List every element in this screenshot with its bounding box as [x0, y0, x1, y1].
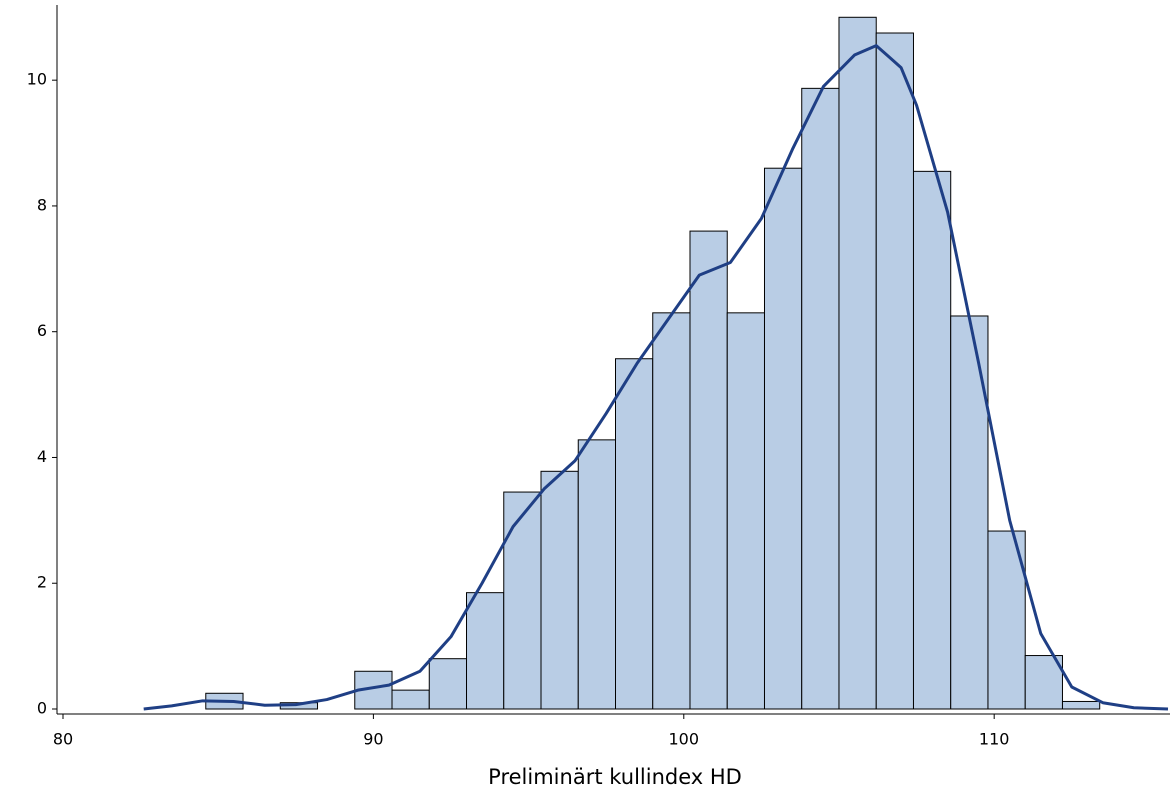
- bar: [652, 312, 691, 710]
- bar: [838, 16, 877, 710]
- bar: [801, 87, 840, 710]
- bar: [763, 167, 803, 710]
- bar: [689, 230, 728, 710]
- y-tick-label: 8: [37, 195, 47, 214]
- bar: [577, 439, 616, 710]
- x-tick-label: 100: [669, 730, 700, 749]
- bar: [987, 530, 1026, 710]
- bar: [615, 358, 654, 710]
- bar: [912, 170, 952, 710]
- bar: [726, 312, 765, 710]
- x-tick-label: 110: [979, 730, 1010, 749]
- y-tick-label: 6: [37, 321, 47, 340]
- y-tick-label: 2: [37, 573, 47, 592]
- bar: [540, 470, 579, 710]
- x-tick-label: 80: [53, 730, 73, 749]
- x-tick-label: 90: [363, 730, 383, 749]
- bar: [1024, 655, 1063, 710]
- y-tick-label: 4: [37, 447, 47, 466]
- x-axis-label: Preliminärt kullindex HD: [488, 765, 742, 789]
- bar: [391, 689, 430, 710]
- bar: [1061, 700, 1101, 710]
- y-tick-label: 10: [27, 70, 47, 89]
- y-tick-label: 0: [37, 699, 47, 718]
- bar: [875, 32, 914, 710]
- bar: [466, 592, 505, 710]
- density-curve: [143, 44, 1169, 711]
- bar: [503, 491, 542, 710]
- bar: [428, 658, 468, 710]
